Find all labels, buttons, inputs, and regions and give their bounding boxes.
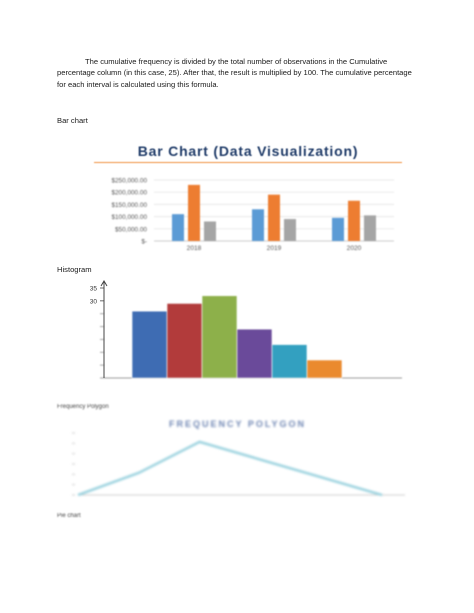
bar: [172, 214, 184, 241]
body-paragraph: The cumulative frequency is divided by t…: [57, 56, 419, 90]
bar-y-tick-label: $250,000.00: [111, 178, 147, 185]
bar: [268, 194, 280, 241]
bar-chart-label: Bar chart: [57, 116, 88, 125]
bar-x-tick-label: 2020: [347, 245, 362, 252]
bar-x-tick-label: 2019: [267, 245, 282, 252]
histogram-y-tick-label: 30: [90, 298, 98, 305]
histogram-chart: 30 35: [60, 280, 410, 395]
histogram-bar: [306, 359, 343, 379]
polygon-line: [77, 440, 383, 497]
frequency-polygon-title: FREQUENCY POLYGON: [168, 419, 307, 429]
bar-chart-plot: $- $50,000.00 $100,000.00 $150,000.00 $200,0…: [111, 178, 394, 252]
bar: [284, 219, 296, 241]
bar: [364, 215, 376, 241]
bar: [252, 209, 264, 241]
frequency-polygon-label: Frequency Polygon: [57, 404, 109, 410]
bar-y-tick-label: $200,000.00: [111, 190, 147, 197]
bar: [204, 221, 216, 241]
paragraph-text: The cumulative frequency is divided by t…: [57, 57, 412, 89]
histogram-bar: [131, 310, 168, 379]
bar-y-tick-label: $150,000.00: [111, 202, 147, 209]
frequency-polygon-plot: [72, 432, 405, 497]
histogram-bar: [236, 328, 273, 379]
histogram-plot: 30 35: [90, 280, 402, 379]
bar-chart-title: Bar Chart (Data Visualization): [137, 143, 359, 159]
frequency-polygon-chart: FREQUENCY POLYGON: [60, 415, 415, 511]
histogram-blurred-layer: [100, 295, 402, 379]
bar-chart-title-rule: [94, 162, 402, 164]
histogram-y-tick-label: 35: [90, 286, 98, 293]
histogram-bar: [271, 344, 308, 379]
histogram-label: Histogram: [57, 265, 92, 274]
bar: [348, 200, 360, 241]
polygon-blurred-layer: [72, 432, 405, 497]
bar-y-tick-label: $-: [141, 239, 147, 246]
pie-chart-label: Pie chart: [57, 513, 81, 519]
bar-y-tick-label: $50,000.00: [115, 226, 147, 233]
bar: [332, 217, 344, 241]
bar-x-tick-label: 2018: [187, 245, 202, 252]
bar: [188, 184, 200, 241]
bar-chart: Bar Chart (Data Visualization) $- $50,000…: [88, 138, 408, 260]
histogram-y-arrow: [100, 280, 108, 287]
histogram-bar: [201, 295, 238, 379]
bar-y-tick-label: $100,000.00: [111, 214, 147, 221]
histogram-bar: [166, 303, 203, 379]
